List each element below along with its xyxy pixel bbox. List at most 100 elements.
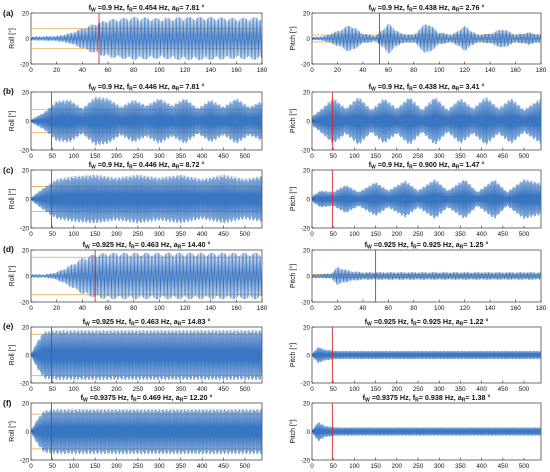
- x-tick-label: 400: [476, 231, 487, 238]
- x-tick-label: 80: [130, 305, 138, 312]
- title-subscript: R: [409, 87, 413, 93]
- x-tick-label: 150: [90, 231, 101, 238]
- x-tick-label: 500: [240, 463, 251, 470]
- y-axis-label: Pitch [°]: [289, 109, 297, 133]
- y-tick-label: 0: [25, 352, 29, 359]
- x-tick-label: 250: [133, 386, 144, 393]
- series-line: [30, 408, 263, 455]
- x-tick-label: 150: [90, 386, 101, 393]
- y-axis-label: Pitch [°]: [289, 187, 297, 211]
- x-tick-label: 160: [231, 67, 242, 74]
- y-tick-label: 20: [22, 400, 30, 407]
- y-axis-label: Roll [°]: [8, 266, 16, 287]
- title-subscript: R: [176, 8, 180, 14]
- title-subscript: R: [178, 322, 182, 328]
- title-text: f: [83, 317, 86, 326]
- x-tick-label: 50: [330, 463, 338, 470]
- title-subscript: R: [176, 87, 180, 93]
- title-text: =0.9 Hz, f: [96, 82, 130, 91]
- x-tick-label: 120: [459, 67, 470, 74]
- row-label: (b): [3, 86, 14, 96]
- title-text: = 0.925 Hz, a: [417, 317, 461, 326]
- x-tick-label: 140: [205, 67, 216, 74]
- title-subscript: W: [371, 8, 376, 14]
- row-label: (d): [3, 244, 14, 254]
- x-tick-label: 100: [349, 463, 360, 470]
- x-tick-label: 180: [257, 305, 268, 312]
- title-subscript: R: [129, 87, 133, 93]
- row-label: (c): [3, 165, 14, 175]
- x-tick-label: 100: [349, 231, 360, 238]
- x-tick-label: 100: [349, 153, 360, 160]
- title-subscript: W: [371, 87, 376, 93]
- x-tick-label: 350: [455, 231, 466, 238]
- y-axis-label: Roll [°]: [8, 28, 16, 49]
- y-tick-label: -20: [301, 380, 311, 387]
- y-tick-label: 20: [22, 324, 30, 331]
- title-text: =0.925 Hz, f: [372, 240, 414, 249]
- x-tick-label: 140: [485, 305, 496, 312]
- title-subscript: R: [413, 322, 417, 328]
- x-tick-label: 60: [385, 67, 393, 74]
- y-tick-label: 0: [25, 118, 29, 125]
- y-tick-label: -20: [301, 457, 311, 464]
- series-line: [311, 346, 542, 364]
- title-text: =0.9375 Hz, f: [370, 393, 416, 402]
- title-text: = 8.72 °: [179, 160, 204, 169]
- title-text: = 14.83 °: [181, 317, 210, 326]
- title-text: =0.9 Hz, f: [376, 3, 410, 12]
- y-tick-label: 0: [306, 36, 310, 43]
- x-tick-label: 180: [536, 67, 547, 74]
- series-line: [30, 329, 263, 381]
- y-tick-label: 0: [25, 36, 29, 43]
- title-subscript: R: [129, 165, 133, 171]
- series-line: [30, 252, 263, 300]
- x-tick-label: 500: [519, 463, 530, 470]
- x-tick-label: 160: [231, 305, 242, 312]
- series-line: [311, 97, 542, 145]
- title-text: = 1.47 °: [459, 160, 484, 169]
- title-subscript: W: [91, 87, 96, 93]
- x-tick-label: 0: [29, 463, 33, 470]
- title-text: f: [369, 82, 372, 91]
- x-tick-label: 40: [79, 67, 87, 74]
- chart-title: fW =0.925 Hz, fR= 0.463 Hz, aR= 14.83 °: [83, 317, 211, 328]
- title-text: f: [83, 240, 86, 249]
- title-text: = 1.25 °: [463, 240, 488, 249]
- chart-title: fW =0.9 Hz, fR= 0.438 Hz, aR= 3.41 °: [369, 82, 485, 93]
- title-subscript: R: [178, 245, 182, 251]
- title-subscript: R: [456, 8, 460, 14]
- x-tick-label: 200: [111, 153, 122, 160]
- x-tick-label: 100: [154, 305, 165, 312]
- x-tick-label: 80: [130, 67, 138, 74]
- y-axis-label: Pitch [°]: [289, 26, 297, 50]
- chart-title: fW =0.9375 Hz, fR= 0.938 Hz, aR= 1.38 °: [363, 393, 491, 404]
- y-tick-label: 20: [22, 247, 30, 254]
- x-tick-label: 180: [536, 305, 547, 312]
- title-subscript: R: [409, 8, 413, 14]
- title-subscript: R: [131, 245, 135, 251]
- series-line: [311, 421, 542, 442]
- x-tick-label: 0: [310, 305, 314, 312]
- x-tick-label: 300: [154, 386, 165, 393]
- x-tick-label: 200: [392, 386, 403, 393]
- x-tick-label: 140: [485, 67, 496, 74]
- x-tick-label: 200: [392, 153, 403, 160]
- series-line: [30, 16, 263, 61]
- y-tick-label: 20: [303, 10, 311, 17]
- x-tick-label: 250: [413, 463, 424, 470]
- title-subscript: R: [129, 8, 133, 14]
- x-tick-label: 120: [180, 67, 191, 74]
- x-tick-label: 100: [349, 386, 360, 393]
- x-tick-label: 180: [257, 67, 268, 74]
- x-tick-label: 150: [90, 463, 101, 470]
- y-tick-label: 20: [303, 400, 311, 407]
- title-text: =0.9375 Hz, f: [88, 393, 134, 402]
- chart-title: fW =0.9 Hz, fR= 0.454 Hz, aR= 7.81 °: [89, 3, 205, 14]
- y-tick-label: -20: [20, 147, 30, 154]
